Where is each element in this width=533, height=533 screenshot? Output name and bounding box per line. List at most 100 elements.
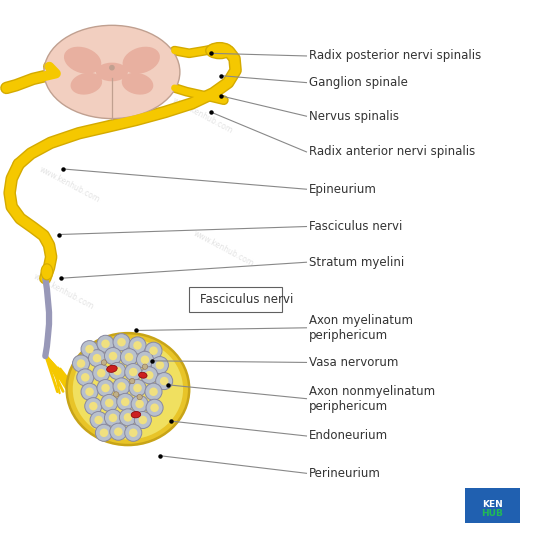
Text: Axon nonmyelinatum
periphericum: Axon nonmyelinatum periphericum bbox=[309, 385, 435, 413]
Text: KEN: KEN bbox=[482, 500, 503, 508]
Circle shape bbox=[97, 335, 114, 352]
Circle shape bbox=[101, 394, 118, 411]
Circle shape bbox=[77, 369, 94, 386]
Circle shape bbox=[72, 355, 90, 372]
FancyBboxPatch shape bbox=[465, 488, 520, 523]
Text: Fasciculus nervi: Fasciculus nervi bbox=[200, 293, 293, 306]
Circle shape bbox=[95, 424, 112, 441]
Circle shape bbox=[113, 334, 130, 351]
Circle shape bbox=[121, 398, 130, 406]
Ellipse shape bbox=[41, 264, 53, 280]
Text: Fasciculus nervi: Fasciculus nervi bbox=[309, 220, 402, 233]
Circle shape bbox=[131, 395, 148, 413]
Circle shape bbox=[97, 369, 106, 377]
Circle shape bbox=[89, 402, 98, 410]
Circle shape bbox=[135, 400, 144, 408]
Circle shape bbox=[109, 414, 117, 422]
Circle shape bbox=[110, 423, 127, 440]
Circle shape bbox=[81, 341, 98, 358]
Circle shape bbox=[134, 411, 151, 429]
Circle shape bbox=[156, 361, 164, 369]
Circle shape bbox=[109, 352, 117, 360]
Ellipse shape bbox=[123, 47, 160, 74]
Circle shape bbox=[145, 371, 154, 379]
Circle shape bbox=[90, 411, 107, 429]
FancyBboxPatch shape bbox=[189, 287, 282, 312]
Circle shape bbox=[100, 429, 108, 437]
Circle shape bbox=[151, 357, 168, 374]
Circle shape bbox=[117, 338, 126, 346]
Circle shape bbox=[97, 379, 114, 397]
Ellipse shape bbox=[206, 43, 233, 59]
Text: Axon myelinatum
periphericum: Axon myelinatum periphericum bbox=[309, 314, 413, 342]
Circle shape bbox=[156, 373, 173, 390]
Circle shape bbox=[125, 353, 133, 361]
Circle shape bbox=[129, 379, 146, 397]
Circle shape bbox=[117, 393, 134, 410]
Circle shape bbox=[145, 342, 162, 359]
Circle shape bbox=[124, 413, 132, 422]
Text: Endoneurium: Endoneurium bbox=[309, 430, 388, 442]
Circle shape bbox=[160, 377, 168, 385]
Circle shape bbox=[109, 362, 126, 379]
Ellipse shape bbox=[96, 63, 128, 81]
Circle shape bbox=[114, 427, 123, 436]
Circle shape bbox=[88, 350, 106, 367]
Circle shape bbox=[141, 356, 149, 364]
Circle shape bbox=[113, 378, 130, 395]
Ellipse shape bbox=[122, 72, 154, 95]
Text: www.kenhub.com: www.kenhub.com bbox=[85, 389, 149, 429]
Circle shape bbox=[137, 394, 142, 400]
Circle shape bbox=[125, 364, 142, 381]
Ellipse shape bbox=[72, 339, 183, 439]
Circle shape bbox=[101, 384, 110, 392]
Circle shape bbox=[110, 66, 114, 70]
Text: Nervus spinalis: Nervus spinalis bbox=[309, 110, 399, 123]
Ellipse shape bbox=[139, 372, 147, 378]
Circle shape bbox=[129, 337, 146, 354]
Ellipse shape bbox=[64, 47, 101, 74]
Circle shape bbox=[133, 384, 142, 392]
Text: Ganglion spinale: Ganglion spinale bbox=[309, 76, 408, 89]
Text: www.kenhub.com: www.kenhub.com bbox=[171, 96, 235, 135]
Circle shape bbox=[93, 354, 101, 362]
Circle shape bbox=[81, 373, 90, 382]
Text: Perineurium: Perineurium bbox=[309, 467, 381, 480]
Text: Vasa nervorum: Vasa nervorum bbox=[309, 356, 399, 369]
Text: www.kenhub.com: www.kenhub.com bbox=[32, 272, 96, 311]
Circle shape bbox=[117, 382, 126, 391]
Circle shape bbox=[101, 340, 110, 348]
Circle shape bbox=[85, 345, 94, 353]
Circle shape bbox=[113, 367, 122, 375]
Circle shape bbox=[105, 399, 114, 407]
Ellipse shape bbox=[131, 411, 141, 418]
Circle shape bbox=[104, 409, 122, 426]
Circle shape bbox=[145, 383, 162, 400]
Circle shape bbox=[146, 399, 163, 416]
Circle shape bbox=[93, 365, 110, 382]
Text: Radix anterior nervi spinalis: Radix anterior nervi spinalis bbox=[309, 146, 475, 158]
Text: HUB: HUB bbox=[481, 510, 504, 518]
Text: www.kenhub.com: www.kenhub.com bbox=[192, 229, 256, 269]
Circle shape bbox=[77, 359, 85, 368]
Ellipse shape bbox=[70, 72, 102, 95]
Ellipse shape bbox=[44, 25, 180, 118]
Circle shape bbox=[114, 392, 119, 397]
Circle shape bbox=[129, 368, 138, 376]
Circle shape bbox=[85, 398, 102, 415]
Circle shape bbox=[85, 387, 94, 396]
Circle shape bbox=[101, 360, 107, 365]
Ellipse shape bbox=[107, 365, 117, 373]
Circle shape bbox=[94, 416, 103, 424]
Circle shape bbox=[136, 351, 154, 368]
Circle shape bbox=[130, 378, 135, 384]
Circle shape bbox=[142, 364, 148, 369]
Circle shape bbox=[129, 429, 138, 437]
Circle shape bbox=[139, 416, 147, 424]
Text: Radix posterior nervi spinalis: Radix posterior nervi spinalis bbox=[309, 50, 481, 62]
Circle shape bbox=[104, 348, 122, 365]
Circle shape bbox=[150, 403, 159, 412]
Text: Epineurium: Epineurium bbox=[309, 183, 377, 196]
Circle shape bbox=[81, 383, 98, 400]
Circle shape bbox=[125, 424, 142, 441]
